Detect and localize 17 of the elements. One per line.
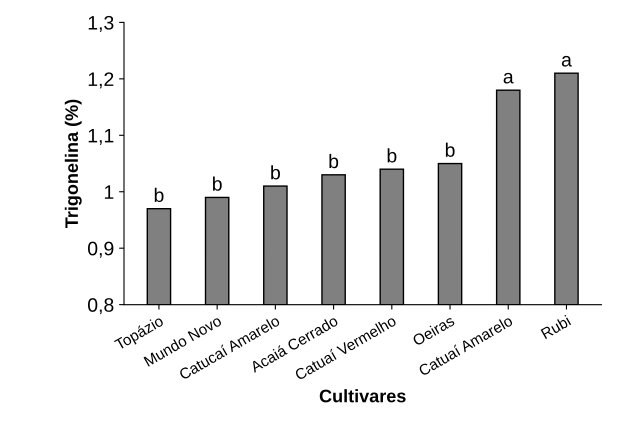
y-tick-label: 1,3 <box>88 16 114 32</box>
data-label: a <box>562 56 572 67</box>
y-tick-label: 0,8 <box>88 298 114 314</box>
data-label: b <box>154 188 164 202</box>
y-tick-label: 1 <box>104 185 114 199</box>
y-axis-title: Trigonelina (%) <box>64 100 82 228</box>
data-label: b <box>271 165 280 180</box>
y-tick-label: 1,2 <box>88 72 114 88</box>
data-label: b <box>213 176 222 191</box>
data-label: b <box>388 148 396 163</box>
x-tick-label: Rubi <box>540 314 572 340</box>
data-label: a <box>504 72 514 84</box>
y-tick-label: 0,9 <box>88 242 114 258</box>
x-axis-title: Cultivares <box>320 389 406 402</box>
y-tick-label: 1,1 <box>88 128 114 145</box>
data-label: b <box>446 142 455 157</box>
data-label: b <box>329 154 338 168</box>
